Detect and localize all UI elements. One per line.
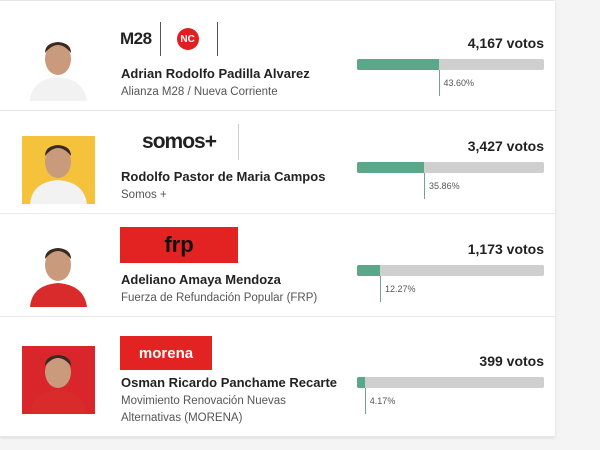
candidate-photo [22, 33, 95, 101]
party-logo: somos+ [120, 124, 239, 160]
logo-text: morena [138, 344, 194, 362]
candidate-photo [22, 239, 95, 307]
avatar [30, 145, 87, 204]
logo-text: M28 [120, 29, 152, 48]
candidate-name: Rodolfo Pastor de Maria Campos [121, 169, 326, 184]
candidate-photo [22, 136, 95, 204]
logo-divider [216, 22, 218, 56]
candidate-name: Adeliano Amaya Mendoza [121, 272, 281, 287]
candidate-row: morena Osman Ricardo Panchame Recarte Movi… [0, 318, 555, 437]
logo-text: frp [164, 232, 194, 257]
candidate-row: M28 NC Adrian Rodolfo Padilla Alvarez Alian… [0, 9, 555, 111]
avatar [30, 248, 87, 307]
bar-tick [424, 173, 426, 199]
party-name: Alianza M28 / Nueva Corriente [121, 86, 278, 98]
party-name: Fuerza de Refundación Popular (FRP) [121, 292, 318, 304]
share-label: 35.86% [429, 181, 460, 191]
bar [357, 265, 380, 276]
candidate-row: frp Adeliano Amaya Mendoza Fuerza de Refun… [0, 215, 555, 317]
logo-divider [159, 22, 161, 56]
vote-count: 1,173 votos [467, 241, 544, 257]
bar [357, 377, 365, 388]
bar-tick [438, 70, 440, 96]
bar [357, 162, 425, 173]
candidate-name: Osman Ricardo Panchame Recarte [121, 375, 338, 390]
party-logo: morena [120, 336, 212, 370]
share-label: 12.27% [384, 284, 416, 294]
bar [357, 59, 439, 70]
bar-track [357, 162, 544, 173]
bar-track [357, 265, 544, 276]
candidate-name: Adrian Rodolfo Padilla Alvarez [121, 66, 310, 81]
vote-count: 4,167 votos [467, 35, 544, 51]
candidate-row: somos+ Rodolfo Pastor de Maria Campos Somo… [0, 112, 555, 214]
bar-tick [364, 388, 366, 414]
candidate-photo [22, 346, 95, 414]
avatar [30, 355, 87, 414]
vote-count: 3,427 votos [467, 138, 544, 154]
party-logo: frp [120, 227, 238, 263]
party-name: Movimiento Renovación Nuevas Alternativa… [121, 395, 286, 424]
logo-text: NC [176, 28, 199, 50]
bar-track [357, 59, 544, 70]
party-logo: M28 NC [120, 21, 218, 57]
vote-count: 399 votos [479, 353, 544, 369]
logo-text: somos+ [142, 130, 217, 153]
bar-tick [379, 276, 381, 302]
bar-track [357, 377, 544, 388]
share-label: 4.17% [369, 396, 396, 406]
party-name: Somos + [121, 189, 167, 201]
results-card: M28 NC Adrian Rodolfo Padilla Alvarez Alian… [0, 0, 555, 437]
share-label: 43.60% [443, 78, 475, 88]
avatar [30, 42, 87, 101]
